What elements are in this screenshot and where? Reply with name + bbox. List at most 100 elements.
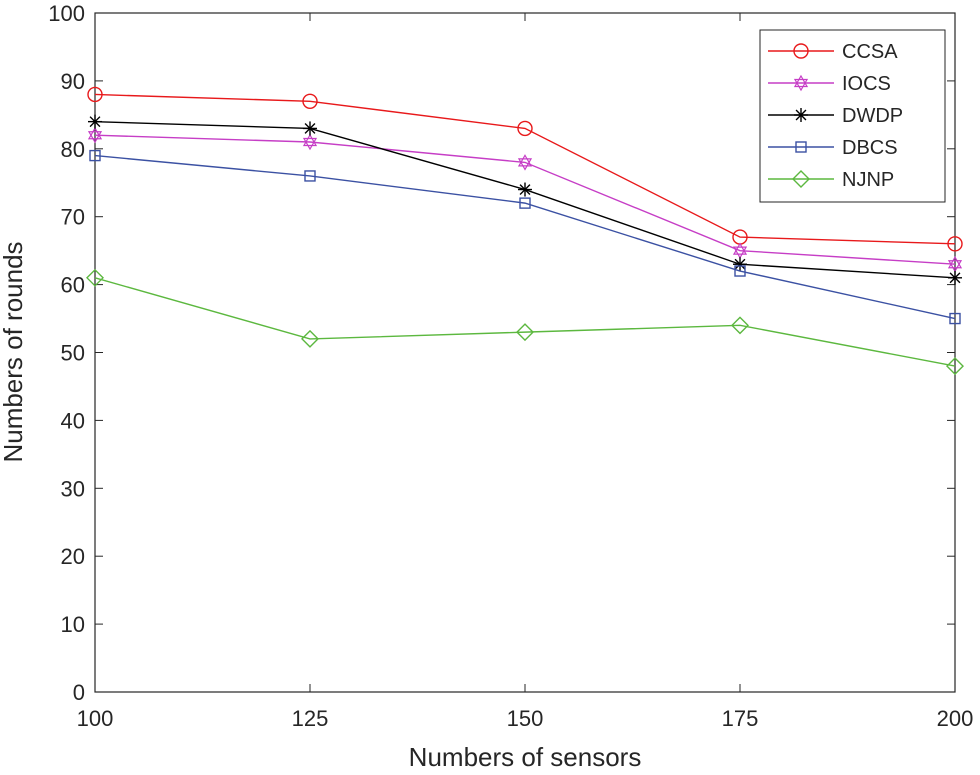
y-tick-label: 80	[61, 137, 85, 162]
data-point-njnp	[731, 316, 749, 335]
y-tick-label: 50	[61, 341, 85, 366]
y-tick-label: 30	[61, 476, 85, 501]
data-point-iocs-shape	[517, 158, 533, 171]
data-point-njnp	[86, 268, 104, 287]
y-tick-label: 10	[61, 612, 85, 637]
data-point-njnp	[516, 323, 534, 342]
data-point-dwdp	[303, 121, 317, 136]
data-point-iocs	[87, 127, 103, 144]
data-point-dbcs-shape	[734, 265, 746, 277]
y-tick-label: 90	[61, 69, 85, 94]
data-point-dwdp-stroke	[89, 116, 101, 128]
x-axis: 100 125 150 175 200	[77, 13, 974, 731]
data-point-njnp-shape	[301, 329, 319, 348]
legend-label-iocs: IOCS	[842, 73, 891, 95]
data-point-ccsa	[87, 86, 103, 103]
data-point-dbcs	[734, 265, 746, 277]
legend-entry-dbcs: DBCS	[768, 137, 898, 159]
y-tick-label: 70	[61, 205, 85, 230]
data-point-njnp-shape	[946, 357, 964, 376]
legend-label-dbcs: DBCS	[842, 137, 898, 159]
y-tick-label: 40	[61, 408, 85, 433]
data-point-dbcs-shape	[519, 197, 531, 209]
data-point-ccsa	[517, 120, 533, 137]
legend-marker-dwdp	[794, 108, 808, 122]
data-point-iocs-shape	[517, 154, 533, 167]
legend-label-dwdp: DWDP	[842, 105, 903, 127]
data-point-njnp-shape	[86, 268, 104, 287]
data-point-iocs-shape	[732, 246, 748, 259]
data-point-dbcs	[519, 197, 531, 209]
legend-marker-ccsa-shape	[793, 43, 809, 59]
legend-label-ccsa: CCSA	[842, 41, 898, 63]
data-point-ccsa-shape	[302, 93, 318, 109]
data-point-iocs-shape	[732, 242, 748, 255]
data-point-njnp	[946, 357, 964, 376]
data-point-dwdp	[948, 270, 962, 285]
legend-marker-iocs	[793, 74, 809, 92]
data-point-dbcs	[89, 149, 101, 162]
y-tick-label: 20	[61, 544, 85, 569]
legend-marker-njnp	[792, 170, 810, 188]
legend-marker-dbcs-shape	[795, 141, 807, 153]
legend-box	[759, 29, 946, 203]
y-axis: 0 10 20 30 40 50 60 70 80 90 100	[48, 1, 955, 705]
data-point-dwdp	[518, 182, 532, 197]
series-line-iocs	[94, 134, 956, 265]
data-point-iocs-shape	[87, 127, 103, 140]
series-dwdp	[88, 114, 962, 285]
data-point-ccsa-shape	[87, 86, 103, 103]
legend-marker-dbcs	[795, 141, 807, 153]
series-line-ccsa	[94, 93, 956, 245]
y-tick-label: 0	[73, 680, 85, 705]
data-point-dwdp-stroke	[734, 258, 746, 270]
legend: CCSA IOCS DWDP DBCS NJNP	[759, 29, 946, 203]
data-point-iocs-shape	[302, 133, 318, 147]
data-point-ccsa	[947, 236, 963, 252]
data-point-iocs	[947, 256, 963, 273]
legend-marker-iocs-shape	[793, 74, 809, 88]
data-point-iocs	[517, 154, 533, 171]
data-point-iocs	[732, 242, 748, 259]
y-tick-label: 100	[48, 1, 85, 26]
legend-entry-ccsa: CCSA	[768, 41, 898, 63]
data-point-iocs-shape	[87, 131, 103, 144]
legend-marker-ccsa	[793, 43, 809, 59]
data-point-dbcs	[304, 170, 316, 182]
data-point-dbcs	[949, 312, 961, 325]
data-point-dwdp-stroke	[519, 184, 531, 195]
series-njnp	[86, 268, 964, 376]
data-point-ccsa-shape	[517, 120, 533, 137]
x-tick-label: 100	[77, 706, 114, 731]
series-line-njnp	[94, 277, 956, 367]
data-point-dbcs-shape	[304, 170, 316, 182]
data-point-njnp-shape	[516, 323, 534, 342]
x-tick-label: 150	[507, 706, 544, 731]
data-point-njnp-shape	[731, 316, 749, 335]
data-point-iocs-shape	[947, 256, 963, 269]
x-axis-title: Numbers of sensors	[409, 742, 642, 772]
series-layer	[86, 86, 964, 376]
series-dbcs	[89, 149, 961, 325]
data-point-ccsa-shape	[947, 236, 963, 252]
legend-marker-dwdp-stroke	[795, 109, 807, 121]
data-point-dbcs-shape	[949, 312, 961, 325]
data-point-iocs	[302, 133, 318, 151]
data-point-dbcs-shape	[89, 149, 101, 162]
legend-marker-njnp-shape	[792, 170, 810, 188]
y-tick-label: 60	[61, 273, 85, 298]
legend-entry-iocs: IOCS	[768, 73, 891, 95]
x-tick-label: 200	[937, 706, 974, 731]
legend-label-njnp: NJNP	[842, 169, 894, 191]
legend-marker-iocs-shape	[793, 78, 809, 92]
series-line-dbcs	[94, 154, 956, 320]
series-iocs	[87, 127, 963, 273]
series-ccsa	[87, 86, 963, 252]
legend-entry-njnp: NJNP	[768, 169, 894, 191]
data-point-dwdp	[88, 114, 102, 129]
data-point-njnp	[301, 329, 319, 348]
data-point-iocs-shape	[302, 137, 318, 151]
data-point-ccsa	[302, 93, 318, 109]
data-point-iocs-shape	[947, 260, 963, 273]
